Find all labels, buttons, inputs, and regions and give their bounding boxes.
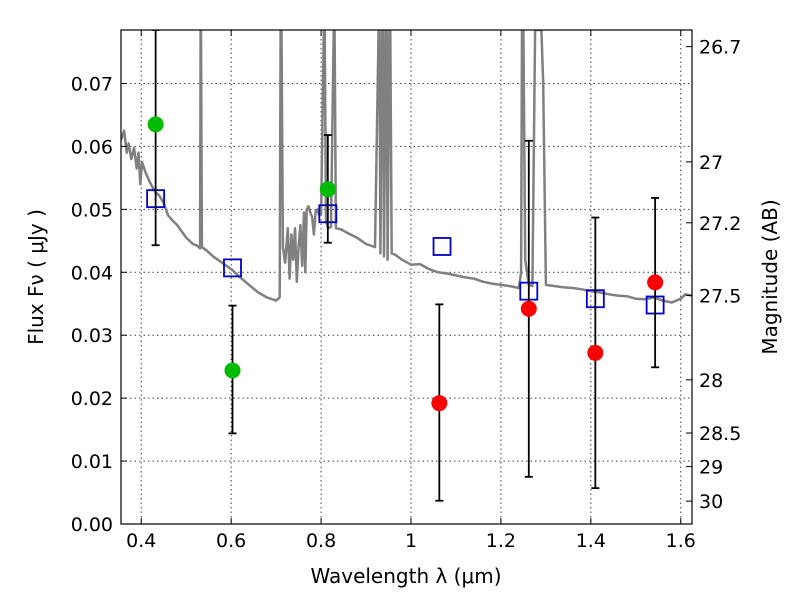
y-tick-label: 0.03: [71, 325, 113, 347]
x-tick-label: 1: [405, 530, 417, 552]
y2-tick-label: 29: [699, 457, 723, 479]
plot-area: [121, 30, 692, 502]
y2-tick-label: 28.5: [699, 423, 741, 445]
observed-flux-point: [224, 362, 241, 379]
x-tick-label: 1.4: [576, 530, 606, 552]
y-tick-label: 0.01: [71, 451, 113, 473]
x-tick-label: 0.6: [216, 530, 246, 552]
y-axis-label: Flux Fν ( μJy ): [24, 209, 48, 345]
y-tick-label: 0.06: [71, 136, 113, 158]
plot-frame: [120, 29, 693, 525]
x-tick-label: 0.4: [126, 530, 156, 552]
observed-flux-point: [431, 395, 448, 412]
y2-tick-label: 30: [699, 491, 723, 513]
observed-flux-point: [647, 274, 664, 291]
y2-axis-label: Magnitude (AB): [758, 199, 782, 354]
observed-flux-point: [319, 181, 336, 198]
y-tick-label: 0.02: [71, 388, 113, 410]
y-tick-label: 0.00: [71, 514, 113, 536]
x-tick-label: 0.8: [306, 530, 336, 552]
y2-tick-label: 28: [699, 370, 723, 392]
y2-tick-label: 27.2: [699, 213, 741, 235]
model-spectrum-line: [121, 30, 692, 304]
x-tick-label: 1.6: [666, 530, 696, 552]
model-photometry-point: [223, 258, 242, 278]
y-tick-label: 0.04: [71, 262, 113, 284]
model-photometry-point: [432, 237, 452, 256]
y2-tick-label: 26.7: [699, 37, 741, 59]
x-tick-label: 1.2: [486, 530, 516, 552]
y2-tick-label: 27: [699, 152, 723, 174]
observed-flux-point: [587, 344, 604, 361]
y-tick-label: 0.07: [71, 73, 113, 95]
axes: 0.4 0.6 0.8 1 1.2 1.4 1.6 0.00 0.01 0.02 0.03 0.04 0…: [71, 30, 741, 552]
y-tick-label: 0.05: [71, 199, 113, 221]
observed-flux-point: [520, 300, 537, 317]
y2-tick-label: 27.5: [699, 286, 741, 308]
observed-flux-point: [147, 116, 164, 133]
x-axis-label: Wavelength λ (μm): [310, 564, 501, 588]
